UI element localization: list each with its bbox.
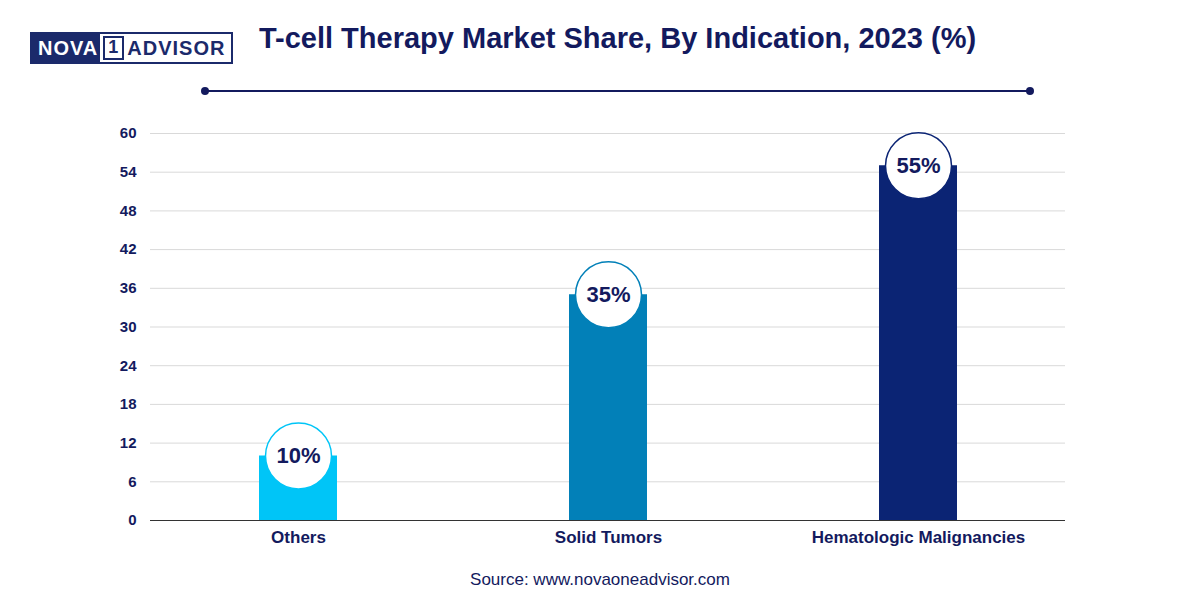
svg-text:0: 0 bbox=[128, 511, 136, 528]
html-text:T-cell Therapy Market Share, B: T-cell Therapy Market Share, By Indicati… bbox=[258, 22, 977, 54]
svg-text:30: 30 bbox=[120, 318, 137, 335]
svg-text:Others: Others bbox=[271, 528, 326, 547]
svg-text:54: 54 bbox=[120, 163, 137, 180]
html-text:Source: www.novaoneadvisor.com: Source: www.novaoneadvisor.com bbox=[470, 570, 730, 589]
svg-text:Solid Tumors: Solid Tumors bbox=[555, 528, 662, 547]
svg-text:24: 24 bbox=[120, 357, 137, 374]
svg-text:60: 60 bbox=[120, 124, 137, 141]
svg-text:10%: 10% bbox=[276, 443, 320, 468]
svg-text:42: 42 bbox=[120, 240, 137, 257]
html-text:1 ADVISOR: 1 ADVISOR bbox=[108, 37, 226, 59]
svg-text:55%: 55% bbox=[896, 153, 940, 178]
svg-text:6: 6 bbox=[128, 473, 136, 490]
svg-text:Hematologic Malignancies: Hematologic Malignancies bbox=[812, 528, 1026, 547]
svg-text:12: 12 bbox=[120, 434, 137, 451]
svg-text:35%: 35% bbox=[586, 282, 630, 307]
svg-text:48: 48 bbox=[120, 202, 137, 219]
svg-text:18: 18 bbox=[120, 395, 137, 412]
svg-text:36: 36 bbox=[120, 279, 137, 296]
html-text:NOVA: NOVA bbox=[38, 37, 99, 59]
